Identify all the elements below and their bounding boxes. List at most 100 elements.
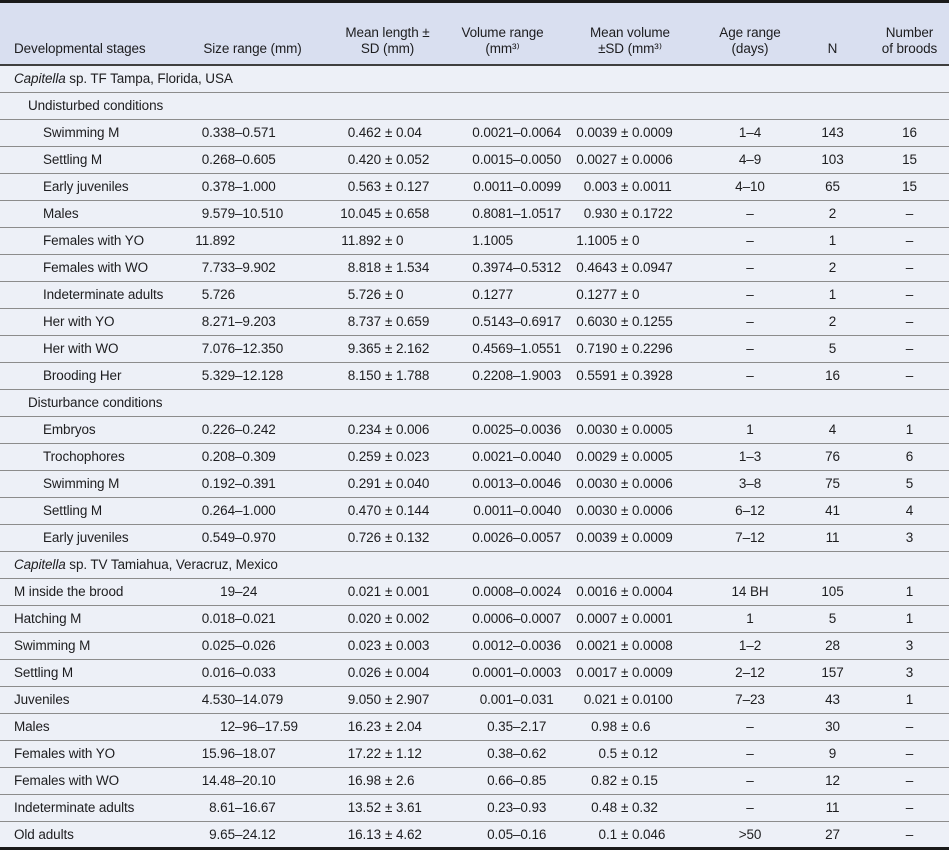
mean-length-cell: 8.737 ± 0.659 (347, 314, 430, 329)
table-row: Early juveniles 0.378 –1.000 0.563 ± 0.127 0.… (0, 173, 949, 200)
mean-volume-cell: 0.0016 ± 0.0004 (576, 584, 673, 599)
stage-cell: Females with YO (43, 233, 145, 248)
n-cell: 5 (828, 611, 837, 626)
n-cell: 2 (828, 206, 837, 221)
size-range-cell: 14.48 –20.10 (201, 773, 276, 788)
species-name-rest: sp. TV Tamiahua, Veracruz, Mexico (65, 557, 278, 572)
broods-cell: – (905, 287, 914, 302)
broods-cell: – (905, 800, 914, 815)
mean-volume-cell: 0.003 ± 0.0011 (583, 179, 672, 194)
mean-volume-cell: 0.6030 ± 0.1255 (576, 314, 673, 329)
mean-length-cell: 0.234 ± 0.006 (347, 422, 430, 437)
mean-length-cell: 0.291 ± 0.040 (347, 476, 430, 491)
species-row: Capitella sp. TF Tampa, Florida, USA (0, 65, 949, 92)
mean-length-cell: 0.470 ± 0.144 (347, 503, 430, 518)
size-range-cell: 0.208 –0.309 (201, 449, 276, 464)
volume-range-cell: 0.05 –0.16 (487, 826, 547, 842)
age-range-cell: 3–8 (738, 476, 762, 491)
n-cell: 2 (828, 260, 837, 275)
mean-volume-cell: 0.5 ± 0.12 (598, 746, 658, 761)
mean-length-cell: 0.563 ± 0.127 (347, 179, 430, 194)
broods-cell: 15 (902, 179, 917, 194)
n-cell: 16 (825, 368, 840, 383)
mean-length-cell: 16.13 ± 4.62 (347, 826, 422, 842)
age-range-cell: 6–12 (735, 503, 765, 518)
broods-cell: – (905, 341, 914, 356)
volume-range-cell: 0.0011 –0.0040 (473, 503, 562, 518)
n-cell: 30 (825, 719, 840, 734)
size-range-cell: 0.016 –0.033 (201, 665, 276, 680)
size-range-cell: 0.268 –0.605 (201, 152, 276, 167)
table-row: Embryos 0.226 –0.242 0.234 ± 0.006 0.0025 –0.0… (0, 416, 949, 443)
age-range-cell: – (746, 746, 754, 761)
table-row: Settling M 0.264 –1.000 0.470 ± 0.144 0.0011–… (0, 497, 949, 524)
mean-length-cell: 16.23 ± 2.04 (347, 719, 422, 734)
stage-cell: Early juveniles (43, 530, 129, 545)
mean-length-cell: 9.050 ± 2.907 (347, 692, 430, 707)
n-cell: 2 (828, 314, 837, 329)
n-cell: 12 (825, 773, 840, 788)
stage-cell: Females with WO (43, 260, 149, 275)
n-cell: 75 (825, 476, 840, 491)
size-range-cell: 15.96 –18.07 (201, 746, 276, 761)
n-cell: 143 (821, 125, 844, 140)
volume-range-cell: 0.35 –2.17 (487, 719, 547, 734)
broods-cell: 16 (902, 125, 917, 140)
broods-cell: – (905, 826, 914, 842)
mean-volume-cell: 0.0039 ± 0.0009 (576, 125, 673, 140)
mean-volume-cell: 0.0017 ± 0.0009 (576, 665, 673, 680)
volume-range-cell: 0.38 –0.62 (487, 746, 547, 761)
broods-cell: 3 (905, 665, 914, 680)
volume-range-cell: 0.2208 –1.9003 (472, 368, 562, 383)
broods-cell: – (905, 206, 914, 221)
stage-cell: Juveniles (14, 692, 70, 707)
n-cell: 103 (821, 152, 844, 167)
mean-volume-cell: 0.0007 ± 0.0001 (576, 611, 673, 626)
n-cell: 1 (828, 233, 837, 248)
table-row: Swimming M 0.192 –0.391 0.291 ± 0.040 0.0013–… (0, 470, 949, 497)
table-row: Trochophores 0.208 –0.309 0.259 ± 0.023 0.002… (0, 443, 949, 470)
age-range-cell: – (746, 233, 754, 248)
n-cell: 5 (828, 341, 837, 356)
mean-volume-cell: 0.0029 ± 0.0005 (576, 449, 673, 464)
volume-range-cell: 0.0006 –0.0007 (472, 611, 562, 626)
condition-cell: Undisturbed conditions (28, 98, 164, 113)
size-range-cell: 9.65 –24.12 (209, 826, 276, 842)
age-range-cell: – (746, 206, 754, 221)
table-row: Hatching M 0.018 –0.021 0.020 ± 0.002 0.0006–… (0, 605, 949, 632)
age-range-cell: – (746, 287, 754, 302)
age-range-cell: 2–12 (735, 665, 765, 680)
stage-cell: Settling M (43, 152, 103, 167)
condition-cell: Disturbance conditions (28, 395, 163, 410)
age-range-cell: – (746, 341, 754, 356)
col-header-number-of-broods: Number of broods (870, 1, 949, 65)
volume-range-cell: 0.0021 –0.0064 (472, 125, 562, 140)
table-row: M inside the brood 19 –24 0.021 ± 0.001 0.000… (0, 578, 949, 605)
mean-length-cell: 0.020 ± 0.002 (347, 611, 430, 626)
size-range-cell: 0.378 –1.000 (201, 179, 276, 194)
mean-length-cell: 11.892 ± 0 (341, 233, 404, 248)
n-cell: 4 (828, 422, 837, 437)
volume-range-cell: 0.5143 –0.6917 (472, 314, 562, 329)
stage-cell: M inside the brood (14, 584, 124, 599)
age-range-cell: – (746, 314, 754, 329)
broods-cell: 3 (905, 530, 914, 545)
species-row: Capitella sp. TV Tamiahua, Veracruz, Mex… (0, 551, 949, 578)
table-row: Her with WO 7.076 –12.350 9.365 ± 2.162 0.456… (0, 335, 949, 362)
mean-length-cell: 8.818 ± 1.534 (347, 260, 430, 275)
mean-length-cell: 0.420 ± 0.052 (347, 152, 430, 167)
broods-cell: – (905, 773, 914, 788)
size-range-cell: 0.025 –0.026 (201, 638, 276, 653)
mean-volume-cell: 0.0030 ± 0.0006 (576, 476, 673, 491)
size-range-cell: 11.892 (195, 233, 235, 248)
mean-volume-cell: 0.0027 ± 0.0006 (576, 152, 673, 167)
broods-cell: – (905, 719, 914, 734)
age-range-cell: >50 (738, 826, 762, 842)
stage-cell: Females with WO (14, 773, 120, 788)
age-range-cell: 1–4 (738, 125, 762, 140)
mean-length-cell: 16.98 ± 2.6 (347, 773, 415, 788)
age-range-cell: – (746, 260, 754, 275)
broods-cell: – (905, 314, 914, 329)
volume-range-cell: 0.66 –0.85 (487, 773, 547, 788)
volume-range-cell: 0.1277 (472, 287, 513, 302)
